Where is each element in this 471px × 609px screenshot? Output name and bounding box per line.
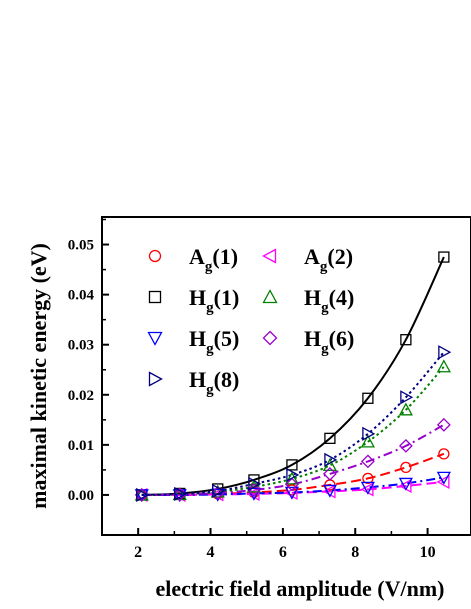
legend-marker — [147, 331, 163, 346]
y-tick-label: 0.00 — [68, 488, 94, 504]
fit-curve-Hg(4) — [141, 366, 445, 496]
data-point — [134, 488, 149, 502]
data-point — [134, 489, 149, 503]
data-point — [362, 472, 374, 485]
y-tick-label: 0.04 — [68, 288, 95, 304]
legend-marker — [148, 371, 163, 387]
legend-marker — [148, 249, 162, 263]
legend-label: Hg(4) — [304, 285, 354, 316]
y-tick-label: 0.02 — [68, 388, 94, 404]
data-point — [286, 467, 300, 483]
x-tick-label: 10 — [420, 544, 436, 561]
fit-curves — [141, 256, 445, 497]
data-point — [438, 345, 452, 360]
fit-curve-Hg(8) — [141, 351, 445, 496]
legend-label: Hg(8) — [189, 367, 239, 398]
x-tick-label: 4 — [207, 544, 215, 561]
data-point — [174, 486, 188, 502]
data-point — [210, 488, 225, 502]
y-axis-ticks: 0.00 0.01 0.02 0.03 0.04 0.05 — [68, 218, 109, 504]
data-point — [436, 471, 451, 485]
data-point — [436, 474, 450, 490]
data-point — [400, 461, 412, 474]
legend-label: Hg(5) — [189, 326, 239, 357]
legend-label: Ag(2) — [304, 244, 353, 275]
x-tick-label: 2 — [134, 544, 142, 561]
data-point — [400, 334, 412, 346]
data-point — [436, 417, 451, 432]
legend-marker — [148, 290, 162, 304]
y-axis-label: maximal kinetic energy (eV) — [26, 243, 51, 509]
data-point — [324, 432, 336, 444]
data-point — [322, 484, 338, 498]
data-point — [212, 483, 226, 499]
data-point — [360, 481, 375, 495]
data-point — [248, 476, 262, 492]
data-point — [362, 392, 374, 404]
data-point — [286, 459, 298, 471]
x-tick-label: 8 — [351, 544, 359, 561]
y-tick-label: 0.03 — [68, 338, 94, 354]
data-point — [438, 448, 450, 460]
legend-label: Hg(1) — [189, 285, 239, 316]
data-point — [362, 426, 376, 441]
x-axis-label: electric field amplitude (V/nm) — [156, 576, 445, 601]
x-axis-ticks: 2 4 6 8 10 — [134, 528, 436, 561]
data-point — [398, 477, 413, 491]
data-point — [172, 487, 187, 501]
data-point — [246, 486, 260, 502]
legend-label: Ag(1) — [189, 244, 238, 275]
fit-curve-Ag(2) — [141, 480, 444, 496]
data-point — [285, 477, 299, 492]
data-point — [360, 434, 375, 448]
x-tick-label: 6 — [279, 544, 287, 561]
legend-marker — [262, 330, 278, 346]
data-point — [210, 486, 225, 500]
data-point — [210, 484, 225, 498]
legend-label: Hg(6) — [304, 326, 354, 357]
plot-frame — [101, 216, 471, 536]
data-point — [322, 466, 337, 481]
y-tick-label: 0.05 — [68, 238, 94, 254]
y-tick-label: 0.01 — [68, 438, 94, 454]
legend-marker — [262, 248, 277, 264]
data-point — [360, 454, 375, 469]
data-point — [398, 402, 413, 416]
data-point — [438, 251, 450, 263]
legend-marker — [262, 289, 278, 304]
data-point — [398, 438, 413, 453]
data-point — [247, 483, 261, 497]
data-point — [400, 390, 414, 405]
data-point — [136, 487, 150, 503]
legend: Ag(1) Ag(2) Hg(1) Hg(4) Hg(5) Hg(6) Hg(8) — [147, 244, 354, 398]
data-point — [284, 486, 300, 500]
data-points — [134, 251, 452, 503]
fit-curve-Hg(5) — [141, 476, 445, 496]
data-point — [436, 359, 451, 373]
data-point — [246, 487, 262, 501]
data-point — [284, 471, 300, 485]
data-point — [324, 452, 338, 467]
